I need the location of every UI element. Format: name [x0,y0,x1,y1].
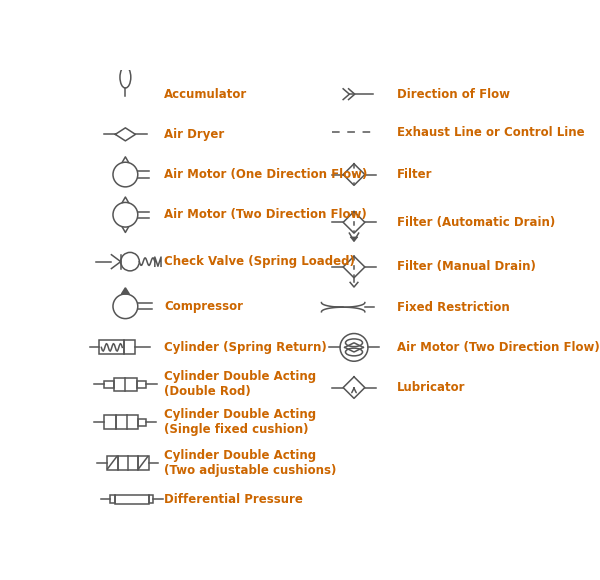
Text: Cylinder (Spring Return): Cylinder (Spring Return) [164,341,327,354]
Bar [116,415,138,429]
Text: Filter (Automatic Drain): Filter (Automatic Drain) [397,216,555,229]
Bar [104,415,116,429]
Polygon shape [121,288,129,294]
Text: Cylinder Double Acting
(Single fixed cushion): Cylinder Double Acting (Single fixed cus… [164,408,316,436]
Text: Fixed Restriction: Fixed Restriction [397,300,509,314]
Bar [138,456,149,470]
Text: Exhaust Line or Control Line: Exhaust Line or Control Line [397,126,584,139]
Bar [118,456,138,470]
Text: Differential Pressure: Differential Pressure [164,493,303,506]
Polygon shape [350,237,358,242]
Text: Filter (Manual Drain): Filter (Manual Drain) [397,260,536,274]
Bar [115,495,149,504]
Text: Air Motor (Two Direction Flow): Air Motor (Two Direction Flow) [397,341,599,354]
Text: Lubricator: Lubricator [397,381,465,394]
Bar [137,380,146,388]
Bar [138,419,146,426]
Bar [114,378,137,392]
Bar [104,380,114,388]
Bar [99,340,124,354]
Bar [124,340,134,354]
Text: Check Valve (Spring Loaded): Check Valve (Spring Loaded) [164,255,355,268]
Text: Air Motor (Two Direction Flow): Air Motor (Two Direction Flow) [164,208,367,221]
Text: Air Motor (One Direction Flow): Air Motor (One Direction Flow) [164,168,367,181]
Bar [149,495,153,503]
Text: Filter: Filter [397,168,432,181]
Text: Direction of Flow: Direction of Flow [397,88,509,101]
Text: Air Dryer: Air Dryer [164,128,224,141]
Bar [107,456,118,470]
Bar [110,495,115,503]
Text: Compressor: Compressor [164,300,243,313]
Text: Cylinder Double Acting
(Two adjustable cushions): Cylinder Double Acting (Two adjustable c… [164,448,337,477]
Text: Cylinder Double Acting
(Double Rod): Cylinder Double Acting (Double Rod) [164,371,316,398]
Text: Accumulator: Accumulator [164,88,247,101]
